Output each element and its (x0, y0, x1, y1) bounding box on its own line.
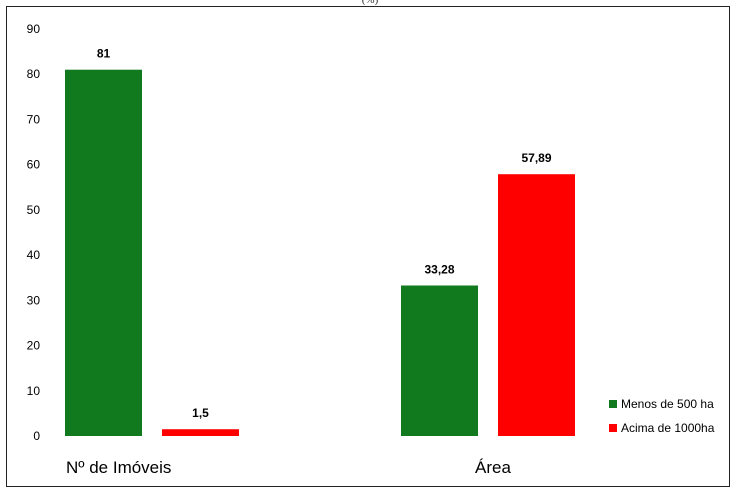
y-tick-label-40: 40 (27, 248, 41, 262)
legend-label-1: Menos de 500 ha (621, 397, 714, 411)
bar-2-series-2 (498, 174, 575, 436)
legend: Menos de 500 ha Acima de 1000ha (609, 397, 715, 435)
y-tick-label-20: 20 (27, 339, 41, 353)
bar-1-series-2 (162, 429, 239, 436)
y-tick-label-60: 60 (27, 158, 41, 172)
y-axis: 0 10 20 30 40 50 60 70 80 90 (27, 22, 41, 443)
y-tick-label-0: 0 (33, 429, 40, 443)
legend-swatch-1 (609, 400, 617, 408)
y-tick-label-70: 70 (27, 112, 41, 126)
legend-swatch-2 (609, 424, 617, 432)
y-tick-label-10: 10 (27, 384, 41, 398)
y-tick-label-30: 30 (27, 293, 41, 307)
legend-label-2: Acima de 1000ha (621, 421, 715, 435)
category-label-1: Nº de Imóveis (66, 458, 171, 477)
y-tick-label-90: 90 (27, 22, 41, 36)
category-labels: Nº de Imóveis Área (66, 458, 511, 477)
data-label-2-1: 33,28 (424, 263, 454, 277)
category-label-2: Área (475, 458, 511, 477)
data-labels: 81 1,5 33,28 57,89 (97, 47, 552, 421)
y-tick-label-50: 50 (27, 203, 41, 217)
chart-top-fragment: (%) (361, 0, 379, 6)
bars (65, 69, 575, 436)
data-label-2-2: 57,89 (521, 151, 551, 165)
bar-2-series-1 (401, 285, 478, 436)
chart-border (6, 6, 730, 487)
data-label-1-1: 81 (97, 47, 111, 61)
bar-1-series-1 (65, 69, 142, 436)
data-label-1-2: 1,5 (192, 406, 209, 420)
y-tick-label-80: 80 (27, 67, 41, 81)
